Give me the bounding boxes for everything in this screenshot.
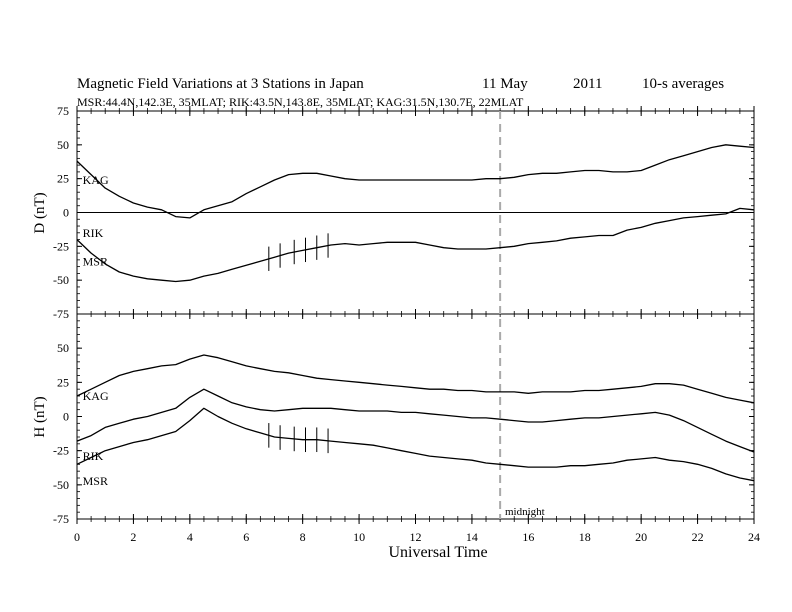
- xtick-label: 24: [748, 530, 760, 544]
- ytick-label: 0: [63, 410, 69, 424]
- station-label-rik: RIK: [83, 226, 104, 240]
- station-label-kag: KAG: [83, 389, 109, 403]
- ytick-label: -25: [53, 444, 69, 458]
- series-rik-d: [76, 207, 755, 283]
- xtick-label: 8: [300, 530, 306, 544]
- station-label-msr: MSR: [83, 254, 108, 268]
- bottom-ylabel: H (nT): [32, 396, 48, 437]
- chart-date-day: 11 May: [482, 76, 528, 92]
- ytick-label: 50: [57, 341, 69, 355]
- ytick-label: -50: [53, 273, 69, 287]
- xtick-label: 4: [187, 530, 193, 544]
- ytick-label: 25: [57, 172, 69, 186]
- xtick-label: 2: [130, 530, 136, 544]
- xtick-label: 14: [466, 530, 478, 544]
- xtick-label: 18: [579, 530, 591, 544]
- ytick-label: 50: [57, 138, 69, 152]
- xtick-label: 6: [243, 530, 249, 544]
- xtick-label: 0: [74, 530, 80, 544]
- top-ylabel: D (nT): [32, 192, 48, 233]
- series-kag-h: [76, 354, 755, 404]
- ytick-label: -25: [53, 239, 69, 253]
- station-label-kag: KAG: [83, 173, 109, 187]
- ytick-label: 25: [57, 375, 69, 389]
- ytick-label: -75: [53, 512, 69, 526]
- series-traces: [76, 144, 755, 482]
- series-kag-d: [76, 144, 755, 219]
- ytick-label: -50: [53, 478, 69, 492]
- series-rik-h: [76, 388, 755, 453]
- station-coordinates: MSR:44.4N,142.3E, 35MLAT; RIK:43.5N,143.…: [77, 95, 524, 109]
- midnight-annotation: midnight: [505, 506, 545, 518]
- xtick-label: 12: [410, 530, 422, 544]
- chart-date-year: 2011: [573, 76, 602, 92]
- series-msr-h: [76, 407, 755, 482]
- xtick-label: 20: [635, 530, 647, 544]
- station-label-msr: MSR: [83, 474, 108, 488]
- x-axis-label: Universal Time: [388, 544, 487, 561]
- xtick-label: 22: [692, 530, 704, 544]
- xtick-label: 10: [353, 530, 365, 544]
- series-labels: KAG RIK MSR KAG RIK MSR: [83, 173, 109, 488]
- ytick-label: -75: [53, 307, 69, 321]
- ytick-label: 0: [63, 206, 69, 220]
- xtick-label: 16: [522, 530, 534, 544]
- ytick-label: 75: [57, 104, 69, 118]
- chart-averaging: 10-s averages: [642, 76, 724, 92]
- chart-title: Magnetic Field Variations at 3 Stations …: [77, 76, 364, 92]
- station-label-rik: RIK: [83, 449, 104, 463]
